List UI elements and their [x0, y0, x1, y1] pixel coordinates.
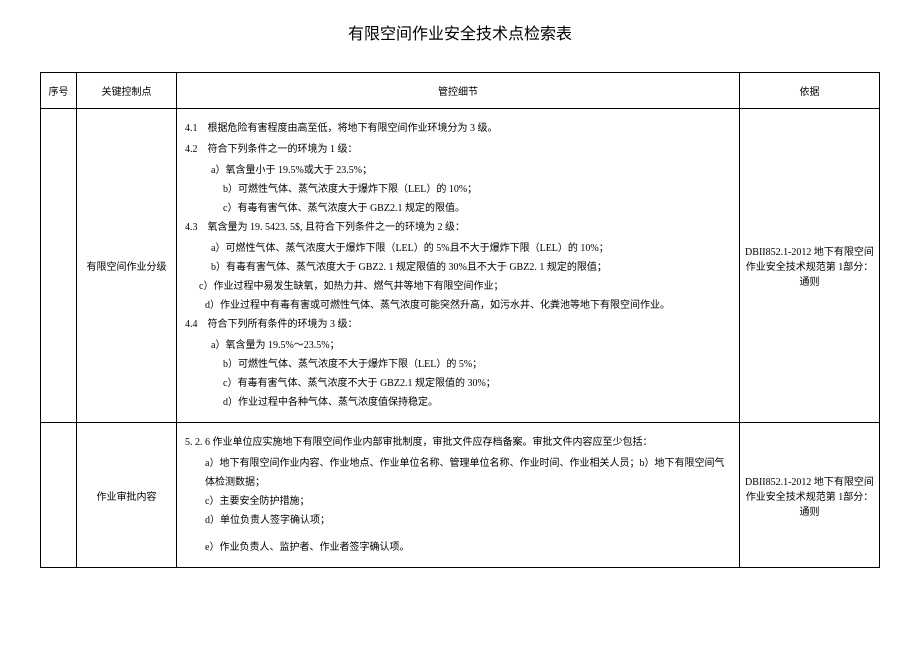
detail-line: b）可燃性气体、蒸气浓度大于爆炸下限（LEL）的 10%； — [185, 180, 731, 199]
header-details: 管控细节 — [177, 73, 740, 109]
cell-keypoint: 作业审批内容 — [77, 423, 177, 568]
detail-line: b）可燃性气体、蒸气浓度不大于爆炸下限（LEL）的 5%； — [185, 355, 731, 374]
detail-line: c）有毒有害气体、蒸气浓度大于 GBZ2.1 规定的限值。 — [185, 199, 731, 218]
detail-line: c）主要安全防护措施； — [185, 492, 731, 511]
detail-line: d）作业过程中有毒有害或可燃性气体、蒸气浓度可能突然升高，如污水井、化粪池等地下… — [185, 296, 731, 315]
header-seq: 序号 — [41, 73, 77, 109]
cell-seq — [41, 109, 77, 423]
cell-keypoint: 有限空间作业分级 — [77, 109, 177, 423]
table-row: 有限空间作业分级 4.1 根据危险有害程度由高至低，将地下有限空间作业环境分为 … — [41, 109, 880, 423]
detail-line: a）氧含量为 19.5%～23.5%； — [185, 336, 731, 355]
page-title: 有限空间作业安全技术点检索表 — [40, 20, 880, 44]
table-row: 作业审批内容 5. 2. 6 作业单位应实施地下有限空间作业内部审批制度，审批文… — [41, 423, 880, 568]
detail-line: 4.1 根据危险有害程度由高至低，将地下有限空间作业环境分为 3 级。 — [185, 119, 731, 138]
table-header-row: 序号 关键控制点 管控细节 依据 — [41, 73, 880, 109]
cell-seq — [41, 423, 77, 568]
detail-line: d）作业过程中各种气体、蒸气浓度值保持稳定。 — [185, 393, 731, 412]
header-basis: 依据 — [740, 73, 880, 109]
detail-line: b）有毒有害气体、蒸气浓度大于 GBZ2. 1 规定限值的 30%且不大于 GB… — [185, 258, 731, 277]
cell-details: 4.1 根据危险有害程度由高至低，将地下有限空间作业环境分为 3 级。 4.2 … — [177, 109, 740, 423]
detail-line: a）可燃性气体、蒸气浓度大于爆炸下限（LEL）的 5%且不大于爆炸下限（LEL）… — [185, 239, 731, 258]
detail-line: 4.2 符合下列条件之一的环境为 1 级： — [185, 140, 731, 159]
checklist-table: 序号 关键控制点 管控细节 依据 有限空间作业分级 4.1 根据危险有害程度由高… — [40, 72, 880, 568]
cell-basis: DBII852.1-2012 地下有限空间作业安全技术规范第 1部分：通则 — [740, 109, 880, 423]
detail-line: 5. 2. 6 作业单位应实施地下有限空间作业内部审批制度，审批文件应存档备案。… — [185, 433, 731, 452]
detail-line: c）有毒有害气体、蒸气浓度不大于 GBZ2.1 规定限值的 30%； — [185, 374, 731, 393]
detail-line: c）作业过程中易发生缺氧，如热力井、燃气井等地下有限空间作业； — [185, 277, 731, 296]
detail-line: a）地下有限空间作业内容、作业地点、作业单位名称、管理单位名称、作业时间、作业相… — [185, 454, 731, 492]
detail-line: 4.3 氧含量为 19. 5423. 5$, 且符合下列条件之一的环境为 2 级… — [185, 218, 731, 237]
detail-line: a）氧含量小于 19.5%或大于 23.5%； — [185, 161, 731, 180]
header-keypoint: 关键控制点 — [77, 73, 177, 109]
detail-line: 4.4 符合下列所有条件的环境为 3 级： — [185, 315, 731, 334]
cell-basis: DBII852.1-2012 地下有限空间作业安全技术规范第 1部分：通则 — [740, 423, 880, 568]
detail-line: d）单位负责人签字确认项； — [185, 511, 731, 530]
detail-line: e）作业负责人、监护者、作业者签字确认项。 — [185, 538, 731, 557]
cell-details: 5. 2. 6 作业单位应实施地下有限空间作业内部审批制度，审批文件应存档备案。… — [177, 423, 740, 568]
